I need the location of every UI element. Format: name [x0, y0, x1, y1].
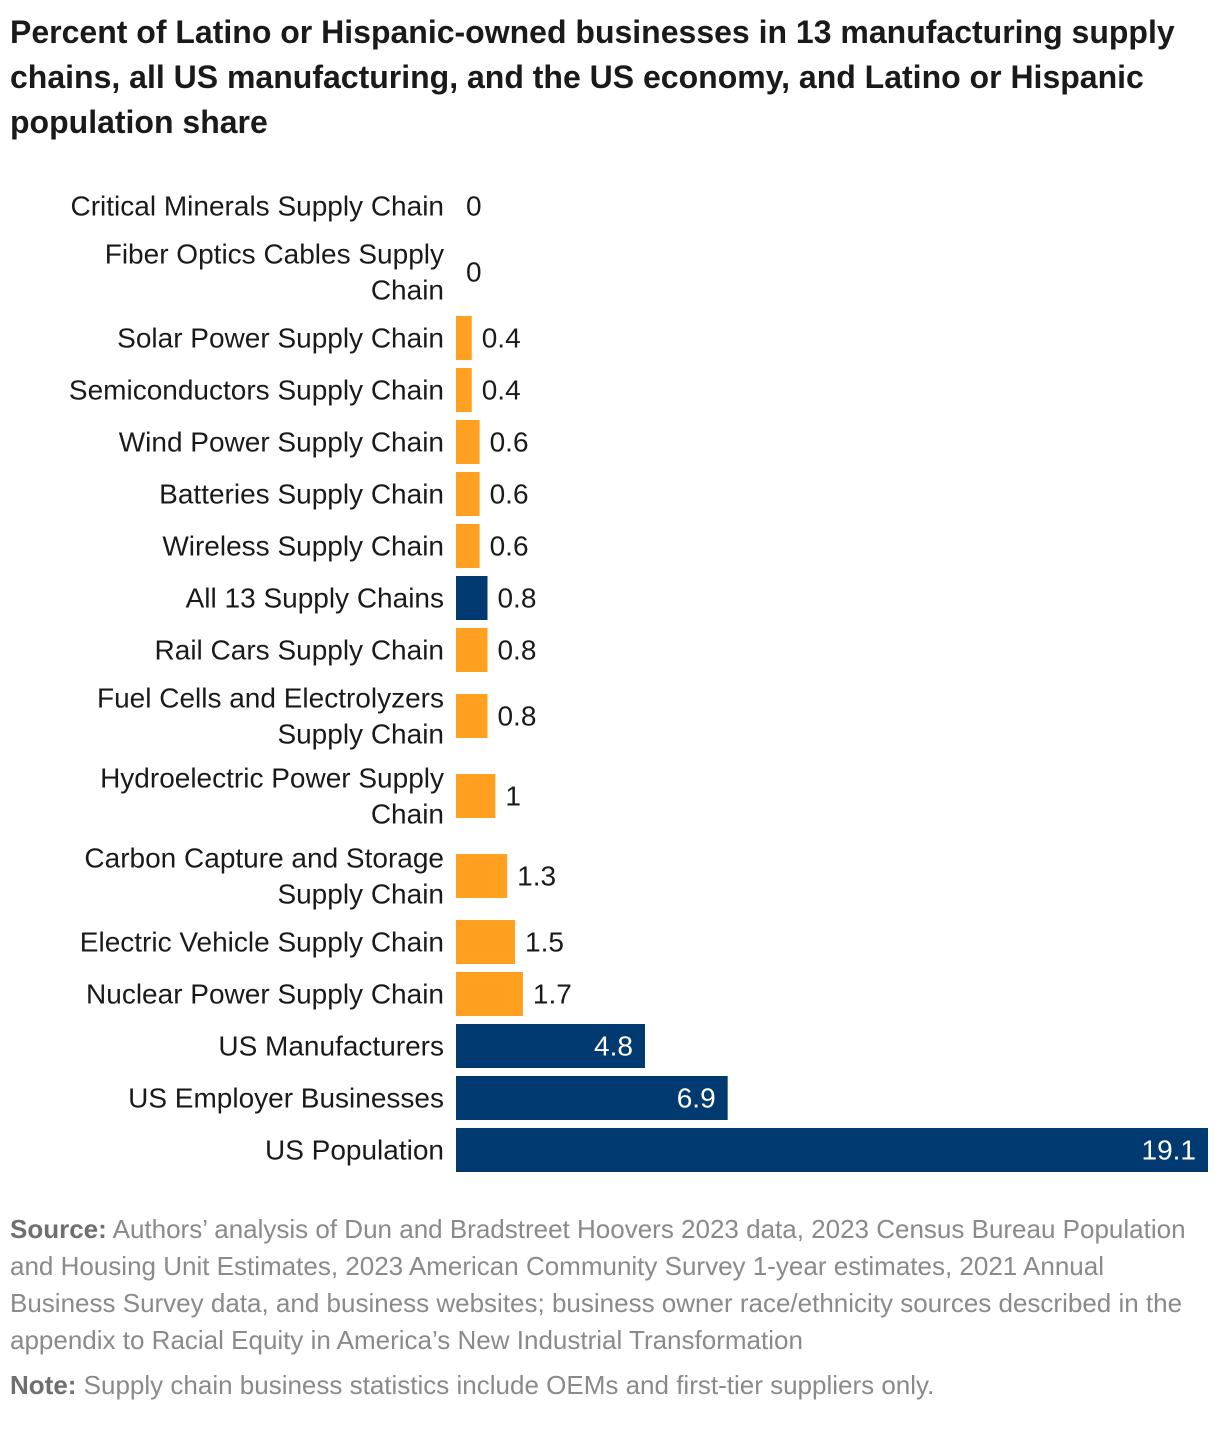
bar-semiconductors-supply-chain — [456, 368, 472, 412]
chart-title: Percent of Latino or Hispanic-owned busi… — [10, 14, 1175, 140]
bar-solar-power-supply-chain — [456, 316, 472, 360]
bar-us-employer-businesses — [456, 1076, 728, 1120]
category-label-carbon-capture-and-storage-supply-chain: Carbon Capture and Storage Supply Chain — [84, 843, 444, 910]
bar-electric-vehicle-supply-chain — [456, 920, 516, 964]
value-label-us-manufacturers: 4.8 — [594, 1031, 633, 1062]
source-body: Authors’ analysis of Dun and Bradstreet … — [10, 1214, 1186, 1355]
value-label-us-population: 19.1 — [1142, 1135, 1197, 1166]
value-label-batteries-supply-chain: 0.6 — [490, 479, 529, 510]
category-label-all-13-supply-chains: All 13 Supply Chains — [186, 583, 444, 614]
value-label-semiconductors-supply-chain: 0.4 — [482, 375, 521, 406]
category-label-solar-power-supply-chain: Solar Power Supply Chain — [117, 323, 444, 354]
value-label-solar-power-supply-chain: 0.4 — [482, 323, 521, 354]
note-text: Note: Supply chain business statistics i… — [10, 1367, 1200, 1404]
bar-fuel-cells-and-electrolyzers-supply-chain — [456, 694, 488, 738]
value-label-rail-cars-supply-chain: 0.8 — [497, 635, 536, 666]
source-text: Source: Authors’ analysis of Dun and Bra… — [10, 1211, 1200, 1359]
value-label-fuel-cells-and-electrolyzers-supply-chain: 0.8 — [497, 701, 536, 732]
category-label-wireless-supply-chain: Wireless Supply Chain — [162, 531, 444, 562]
value-label-carbon-capture-and-storage-supply-chain: 1.3 — [517, 861, 556, 892]
category-label-fuel-cells-and-electrolyzers-supply-chain: Fuel Cells and Electrolyzers Supply Chain — [97, 683, 444, 750]
category-label-fiber-optics-cables-supply-chain: Fiber Optics Cables Supply Chain — [105, 239, 444, 306]
category-label-us-manufacturers: US Manufacturers — [218, 1031, 444, 1062]
bar-nuclear-power-supply-chain — [456, 972, 523, 1016]
bar-batteries-supply-chain — [456, 472, 480, 516]
value-label-all-13-supply-chains: 0.8 — [497, 583, 536, 614]
category-label-us-population: US Population — [265, 1135, 444, 1166]
value-label-hydroelectric-power-supply-chain: 1 — [505, 781, 521, 812]
category-label-nuclear-power-supply-chain: Nuclear Power Supply Chain — [86, 979, 444, 1010]
bar-rail-cars-supply-chain — [456, 628, 488, 672]
bar-chart: Critical Minerals Supply Chain 0 Fiber Opt… — [69, 191, 1208, 1172]
category-label-rail-cars-supply-chain: Rail Cars Supply Chain — [155, 635, 444, 666]
category-label-us-employer-businesses: US Employer Businesses — [128, 1083, 444, 1114]
value-label-fiber-optics-cables-supply-chain: 0 — [466, 257, 482, 288]
bar-wind-power-supply-chain — [456, 420, 480, 464]
bar-all-13-supply-chains — [456, 576, 488, 620]
category-label-wind-power-supply-chain: Wind Power Supply Chain — [119, 427, 444, 458]
category-label-critical-minerals-supply-chain: Critical Minerals Supply Chain — [71, 191, 444, 222]
value-label-electric-vehicle-supply-chain: 1.5 — [525, 927, 564, 958]
source-label: Source: — [10, 1214, 107, 1244]
category-label-batteries-supply-chain: Batteries Supply Chain — [159, 479, 444, 510]
note-body: Supply chain business statistics include… — [83, 1370, 935, 1400]
category-label-electric-vehicle-supply-chain: Electric Vehicle Supply Chain — [80, 927, 444, 958]
value-label-us-employer-businesses: 6.9 — [677, 1083, 716, 1114]
category-label-hydroelectric-power-supply-chain: Hydroelectric Power Supply Chain — [100, 763, 444, 830]
bar-us-manufacturers — [456, 1024, 645, 1068]
value-label-wind-power-supply-chain: 0.6 — [490, 427, 529, 458]
bar-wireless-supply-chain — [456, 524, 480, 568]
note-label: Note: — [10, 1370, 77, 1400]
chart-footer: Source: Authors’ analysis of Dun and Bra… — [10, 1211, 1200, 1404]
category-label-semiconductors-supply-chain: Semiconductors Supply Chain — [69, 375, 444, 406]
bar-carbon-capture-and-storage-supply-chain — [456, 854, 508, 898]
value-label-nuclear-power-supply-chain: 1.7 — [533, 979, 572, 1010]
value-label-wireless-supply-chain: 0.6 — [490, 531, 529, 562]
bar-hydroelectric-power-supply-chain — [456, 774, 496, 818]
value-label-critical-minerals-supply-chain: 0 — [466, 191, 482, 222]
bar-us-population — [456, 1128, 1208, 1172]
